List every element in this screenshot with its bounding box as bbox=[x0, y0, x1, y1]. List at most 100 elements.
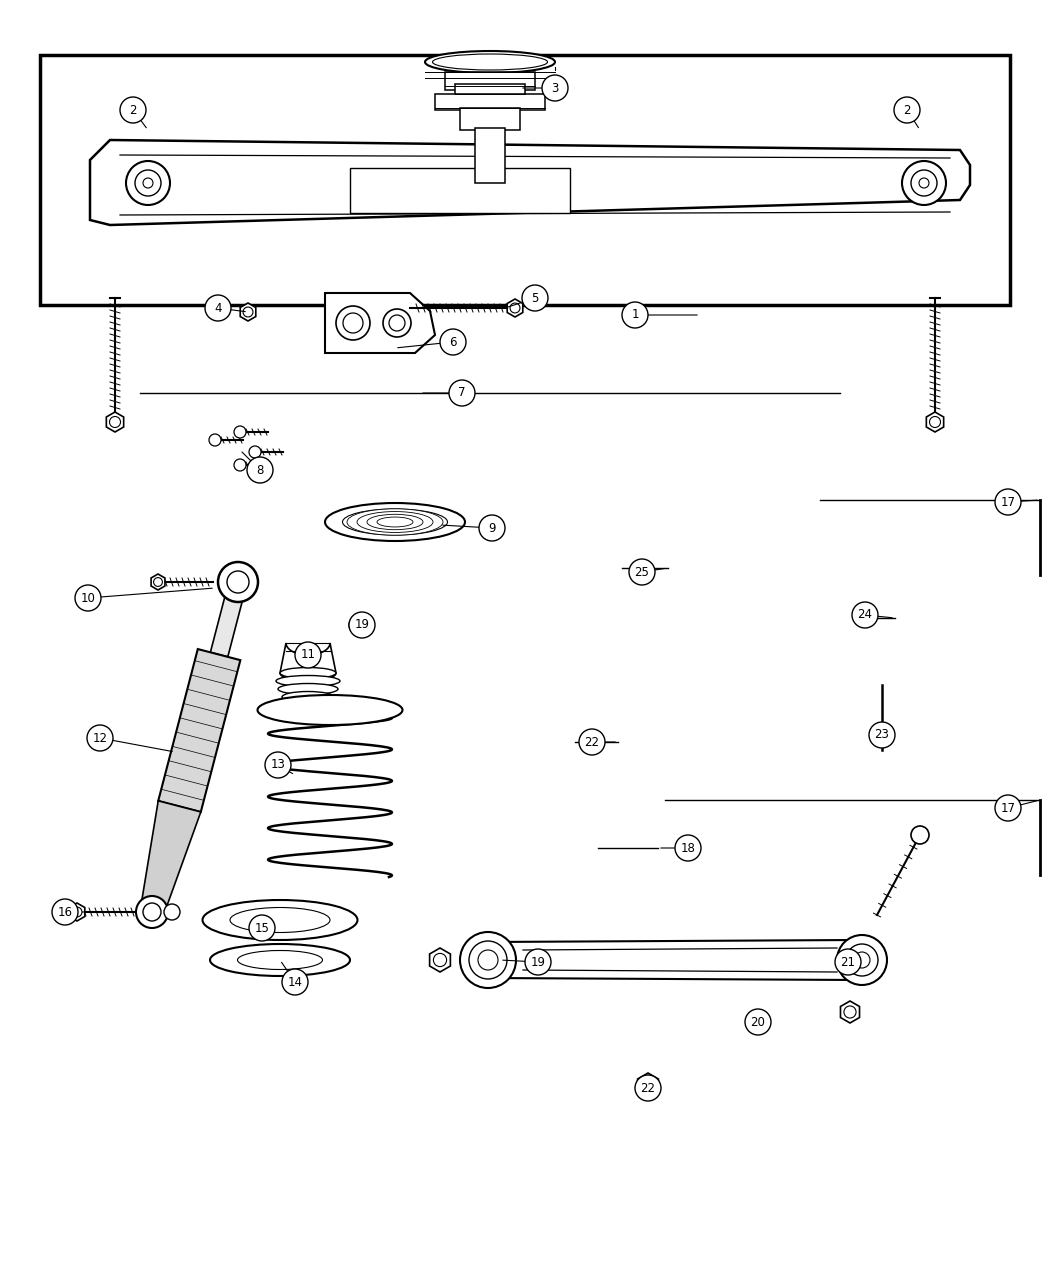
Ellipse shape bbox=[280, 668, 336, 678]
Circle shape bbox=[243, 307, 253, 317]
Text: 24: 24 bbox=[858, 608, 873, 621]
Text: 23: 23 bbox=[875, 728, 889, 742]
Circle shape bbox=[622, 302, 648, 328]
Text: 2: 2 bbox=[129, 103, 136, 116]
Text: 17: 17 bbox=[1001, 802, 1015, 815]
Polygon shape bbox=[90, 140, 970, 224]
Circle shape bbox=[434, 954, 446, 966]
Ellipse shape bbox=[230, 908, 330, 932]
Circle shape bbox=[995, 796, 1021, 821]
Circle shape bbox=[282, 969, 308, 994]
Circle shape bbox=[854, 952, 870, 968]
Circle shape bbox=[911, 826, 929, 844]
Text: 14: 14 bbox=[288, 975, 302, 988]
Circle shape bbox=[247, 456, 273, 483]
Circle shape bbox=[227, 571, 249, 593]
Circle shape bbox=[469, 941, 507, 979]
Circle shape bbox=[869, 722, 895, 748]
Circle shape bbox=[995, 490, 1021, 515]
Ellipse shape bbox=[433, 54, 547, 70]
Circle shape bbox=[205, 295, 231, 321]
Ellipse shape bbox=[257, 695, 402, 725]
Text: 9: 9 bbox=[488, 521, 496, 534]
Circle shape bbox=[522, 286, 548, 311]
Ellipse shape bbox=[357, 511, 433, 533]
Polygon shape bbox=[429, 949, 450, 972]
Circle shape bbox=[234, 459, 246, 470]
Text: 17: 17 bbox=[1001, 496, 1015, 509]
Circle shape bbox=[510, 303, 520, 312]
Circle shape bbox=[894, 97, 920, 122]
Polygon shape bbox=[840, 1001, 860, 1023]
Text: 20: 20 bbox=[751, 1015, 765, 1029]
Text: 4: 4 bbox=[214, 301, 222, 315]
Text: 18: 18 bbox=[680, 842, 695, 854]
Bar bbox=[445, 71, 536, 91]
Circle shape bbox=[852, 602, 878, 629]
Ellipse shape bbox=[276, 676, 340, 686]
Bar bbox=[460, 108, 520, 130]
Circle shape bbox=[902, 161, 946, 205]
Text: 25: 25 bbox=[634, 566, 650, 579]
Circle shape bbox=[911, 170, 937, 196]
Circle shape bbox=[440, 329, 466, 354]
Circle shape bbox=[72, 907, 82, 917]
Polygon shape bbox=[507, 300, 523, 317]
Text: 5: 5 bbox=[531, 292, 539, 305]
Circle shape bbox=[135, 170, 161, 196]
Text: 12: 12 bbox=[92, 732, 107, 745]
Polygon shape bbox=[240, 303, 256, 321]
Circle shape bbox=[218, 562, 258, 602]
Circle shape bbox=[52, 899, 78, 924]
Text: 8: 8 bbox=[256, 464, 264, 477]
Ellipse shape bbox=[237, 950, 322, 969]
Circle shape bbox=[109, 417, 121, 427]
Ellipse shape bbox=[377, 518, 413, 527]
Circle shape bbox=[265, 752, 291, 778]
Polygon shape bbox=[488, 940, 870, 980]
Circle shape bbox=[675, 835, 701, 861]
Circle shape bbox=[837, 935, 887, 986]
Polygon shape bbox=[69, 903, 85, 921]
Polygon shape bbox=[141, 801, 201, 915]
Ellipse shape bbox=[282, 691, 334, 703]
Circle shape bbox=[336, 306, 370, 340]
Circle shape bbox=[343, 312, 363, 333]
Text: 22: 22 bbox=[585, 736, 600, 748]
Circle shape bbox=[635, 1075, 662, 1102]
Circle shape bbox=[143, 903, 161, 921]
Bar bbox=[435, 94, 545, 110]
Circle shape bbox=[87, 725, 113, 751]
Circle shape bbox=[349, 612, 375, 638]
Ellipse shape bbox=[326, 504, 465, 541]
Ellipse shape bbox=[210, 944, 350, 975]
Text: 6: 6 bbox=[449, 335, 457, 348]
Ellipse shape bbox=[368, 514, 423, 529]
Circle shape bbox=[525, 949, 551, 975]
Text: 2: 2 bbox=[903, 103, 910, 116]
Polygon shape bbox=[926, 412, 944, 432]
Circle shape bbox=[929, 417, 941, 427]
Circle shape bbox=[249, 915, 275, 941]
Circle shape bbox=[249, 446, 261, 458]
Circle shape bbox=[629, 558, 655, 585]
Text: 21: 21 bbox=[840, 955, 856, 969]
Bar bbox=[350, 168, 570, 213]
Bar bbox=[40, 55, 1010, 305]
Circle shape bbox=[143, 179, 153, 187]
Polygon shape bbox=[326, 293, 435, 353]
Text: 15: 15 bbox=[254, 922, 270, 935]
Circle shape bbox=[846, 944, 878, 975]
Circle shape bbox=[234, 426, 246, 439]
Polygon shape bbox=[210, 580, 247, 657]
Text: 13: 13 bbox=[271, 759, 286, 771]
Circle shape bbox=[75, 585, 101, 611]
Text: 19: 19 bbox=[355, 618, 370, 631]
Circle shape bbox=[120, 97, 146, 122]
Circle shape bbox=[349, 616, 368, 634]
Circle shape bbox=[542, 75, 568, 101]
Bar bbox=[455, 84, 525, 98]
Text: 16: 16 bbox=[58, 905, 72, 918]
Polygon shape bbox=[637, 1074, 658, 1096]
Circle shape bbox=[295, 643, 321, 668]
